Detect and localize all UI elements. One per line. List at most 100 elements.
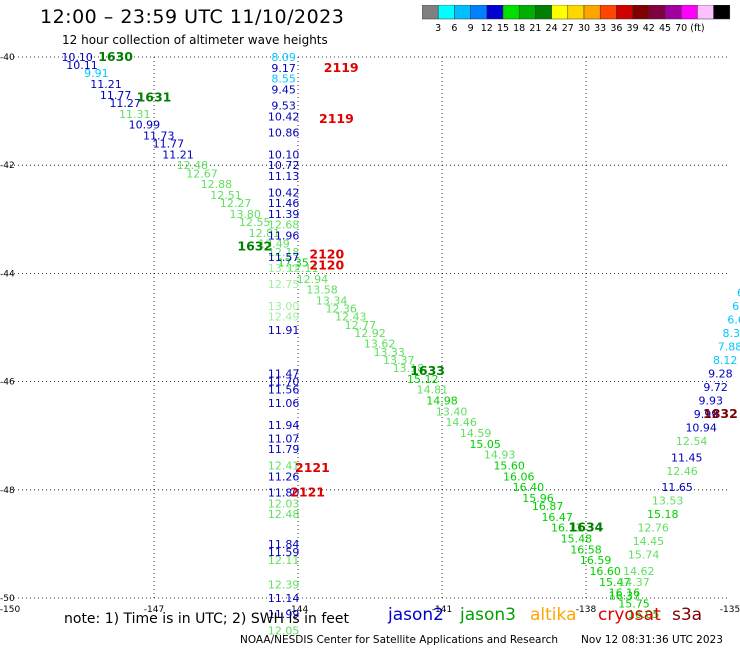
wave-height-label: 16.06 <box>503 470 535 483</box>
lat-tick-label: -42 <box>0 161 15 171</box>
colorbar-label: 6 <box>451 23 457 34</box>
wave-height-label: 13.49 <box>258 238 290 251</box>
wave-height-label: 11.91 <box>268 324 300 337</box>
wave-height-label: 11.39 <box>268 208 300 221</box>
wave-height-label: 12.18 <box>268 246 300 259</box>
wave-height-label: 11.56 <box>268 384 300 397</box>
wave-height-label: 11.99 <box>268 608 300 621</box>
legend-jason2: jason2 <box>388 605 444 625</box>
colorbar-label: 39 <box>627 23 639 34</box>
wave-height-label: 12.48 <box>268 508 300 521</box>
wave-height-label: 14.62 <box>623 565 655 578</box>
wave-height-label: 14.93 <box>484 449 516 462</box>
colorbar-label: (ft) <box>690 23 704 34</box>
wave-height-label: 16.47 <box>541 511 573 524</box>
footnote: note: 1) Time is in UTC; 2) SWH is in fe… <box>64 611 350 627</box>
lon-tick-label: -138 <box>576 605 597 615</box>
wave-height-label: 12.75 <box>268 278 300 291</box>
lon-tick-label: -150 <box>0 605 20 615</box>
pass-time-label: 1630 <box>98 49 133 64</box>
colorbar-label: 15 <box>497 23 509 34</box>
wave-height-label: 6.04 <box>732 300 740 313</box>
wave-height-label: 11.57 <box>268 251 300 264</box>
colorbar-swatch <box>713 5 731 20</box>
wave-height-label: 9.45 <box>271 83 296 96</box>
lon-tick-label: -141 <box>432 605 452 615</box>
wave-height-label: 14.98 <box>426 395 458 408</box>
wave-height-label: 13.18 <box>393 362 425 375</box>
wave-height-label: 11.27 <box>109 97 141 110</box>
wave-height-label: 11.79 <box>268 443 300 456</box>
wave-height-label: 15.75 <box>618 597 650 610</box>
pass-time-label: 2119 <box>324 60 359 75</box>
wave-height-label: 11.21 <box>162 148 194 161</box>
lat-tick-label: -48 <box>0 486 15 496</box>
wave-height-label: 16.40 <box>513 481 545 494</box>
wave-height-label: 16.87 <box>532 500 564 513</box>
wave-height-label: 11.94 <box>268 419 300 432</box>
wave-height-label: 11.31 <box>119 108 151 121</box>
legend-cryosat: cryosat <box>598 605 661 625</box>
wave-height-label: 16.13 <box>551 522 583 535</box>
wave-height-colorbar: 3 6 9 12 15 18 21 24 27 30 33 36 39 42 45 70 (ft) <box>422 5 731 34</box>
wave-height-label: 8.35 <box>723 327 740 340</box>
legend-s3a: s3a <box>672 605 703 625</box>
wave-height-label: 11.21 <box>90 78 122 91</box>
wave-height-label: 12.54 <box>676 435 708 448</box>
wave-height-label: 12.88 <box>201 178 233 191</box>
colorbar-label: 42 <box>643 23 655 34</box>
wave-height-label: 11.73 <box>143 129 175 142</box>
wave-height-label: 13.80 <box>229 208 261 221</box>
wave-height-label: 11.96 <box>268 230 300 243</box>
wave-height-label: 16.05 <box>628 608 660 621</box>
wave-height-label: 12.81 <box>249 227 281 240</box>
wave-height-label: 14.37 <box>618 576 650 589</box>
wave-height-label: 11.70 <box>268 376 300 389</box>
wave-height-label: 13.62 <box>364 338 396 351</box>
colorbar-label: 24 <box>546 23 558 34</box>
wave-height-label: 12.11 <box>268 554 300 567</box>
wave-height-label: 10.10 <box>61 51 93 64</box>
wave-height-label: 13.34 <box>316 294 348 307</box>
wave-height-label: 16.60 <box>589 565 621 578</box>
wave-height-label: 6.63 <box>727 313 740 326</box>
legend-jason3: jason3 <box>460 605 516 625</box>
credit-line: NOAA/NESDIS Center for Satellite Applica… <box>240 634 558 646</box>
pass-time-label: 1832 <box>703 406 738 421</box>
wave-height-label: 6.47 <box>737 286 740 299</box>
wave-height-label: 14.46 <box>445 416 477 429</box>
wave-height-label: 15.74 <box>628 549 660 562</box>
lat-tick-label: -50 <box>0 594 15 604</box>
colorbar-label: 70 <box>675 23 687 34</box>
wave-height-label: 9.91 <box>84 67 109 80</box>
colorbar-label: 33 <box>594 23 606 34</box>
pass-time-label: 2121 <box>290 485 325 500</box>
wave-height-label: 12.39 <box>268 578 300 591</box>
wave-height-label: 12.48 <box>177 159 209 172</box>
map-subtitle: 12 hour collection of altimeter wave hei… <box>62 33 328 47</box>
wave-height-label: 10.11 <box>66 59 98 72</box>
wave-height-label: 11.84 <box>268 538 300 551</box>
wave-height-label: 10.94 <box>685 422 717 435</box>
wave-height-label: 13.00 <box>268 300 300 313</box>
wave-height-label: 12.92 <box>354 327 386 340</box>
wave-height-label: 10.10 <box>268 148 300 161</box>
colorbar-label: 27 <box>562 23 574 34</box>
wave-height-label: 12.03 <box>268 497 300 510</box>
wave-height-label: 11.06 <box>268 397 300 410</box>
wave-height-label: 16.16 <box>609 587 641 600</box>
wave-height-label: 12.55 <box>239 216 271 229</box>
pass-time-label: 1631 <box>137 90 172 105</box>
colorbar-label: 30 <box>578 23 590 34</box>
wave-height-label: 11.13 <box>268 170 300 183</box>
wave-height-label: 10.42 <box>268 111 300 124</box>
wave-height-label: 12.43 <box>335 311 367 324</box>
wave-height-label: 12.41 <box>268 459 300 472</box>
colorbar-label: 12 <box>481 23 493 34</box>
colorbar-label: 3 <box>435 23 441 34</box>
lon-tick-label: -135 <box>720 605 740 615</box>
wave-height-label: 15.12 <box>407 373 439 386</box>
wave-height-label: 9.28 <box>708 367 733 380</box>
wave-height-label: 11.14 <box>268 592 300 605</box>
